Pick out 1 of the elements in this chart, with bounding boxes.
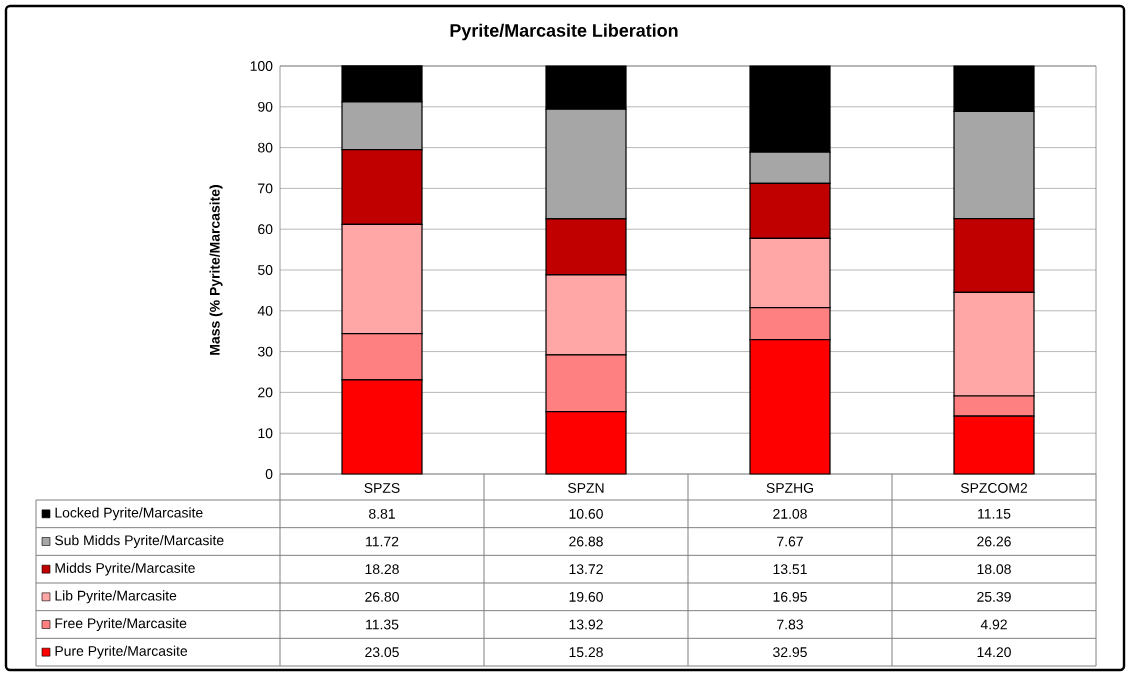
chart-title: Pyrite/Marcasite Liberation — [450, 23, 678, 41]
